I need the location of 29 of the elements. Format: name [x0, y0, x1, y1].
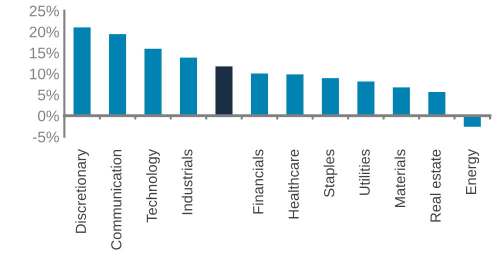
y-tick-label: 5%	[38, 90, 59, 100]
bar	[178, 56, 198, 116]
y-tick-label: 10%	[30, 68, 59, 80]
x-tick-label: Materials	[394, 150, 406, 207]
x-tick-label: Communication	[110, 150, 122, 250]
bar	[72, 26, 92, 116]
bar	[285, 73, 305, 116]
bar	[250, 72, 270, 116]
y-tick-label: 20%	[30, 26, 59, 38]
x-tick-label: Staples	[324, 150, 338, 197]
y-tick-label: 0%	[38, 110, 59, 122]
bar	[214, 65, 234, 116]
x-tick-label: Energy	[466, 149, 480, 194]
y-tick-label: 15%	[30, 48, 59, 58]
y-tick-label: 25%	[30, 6, 59, 16]
x-tick-label: Technology	[146, 149, 160, 222]
x-tick-label: Real estate	[430, 150, 441, 222]
x-tick-label: Healthcare	[288, 150, 299, 218]
bar	[391, 86, 412, 116]
x-tick-label: Utilities	[359, 150, 370, 195]
bar	[108, 32, 128, 116]
bar	[320, 76, 340, 116]
bar	[356, 80, 376, 116]
x-tick-label: Financials	[252, 150, 264, 214]
x-tick-label: Industrials	[182, 150, 192, 214]
y-tick-label: -5%	[33, 132, 59, 142]
bar	[143, 47, 163, 116]
x-tick-label: Discretionary	[75, 149, 89, 233]
bar	[426, 90, 447, 116]
